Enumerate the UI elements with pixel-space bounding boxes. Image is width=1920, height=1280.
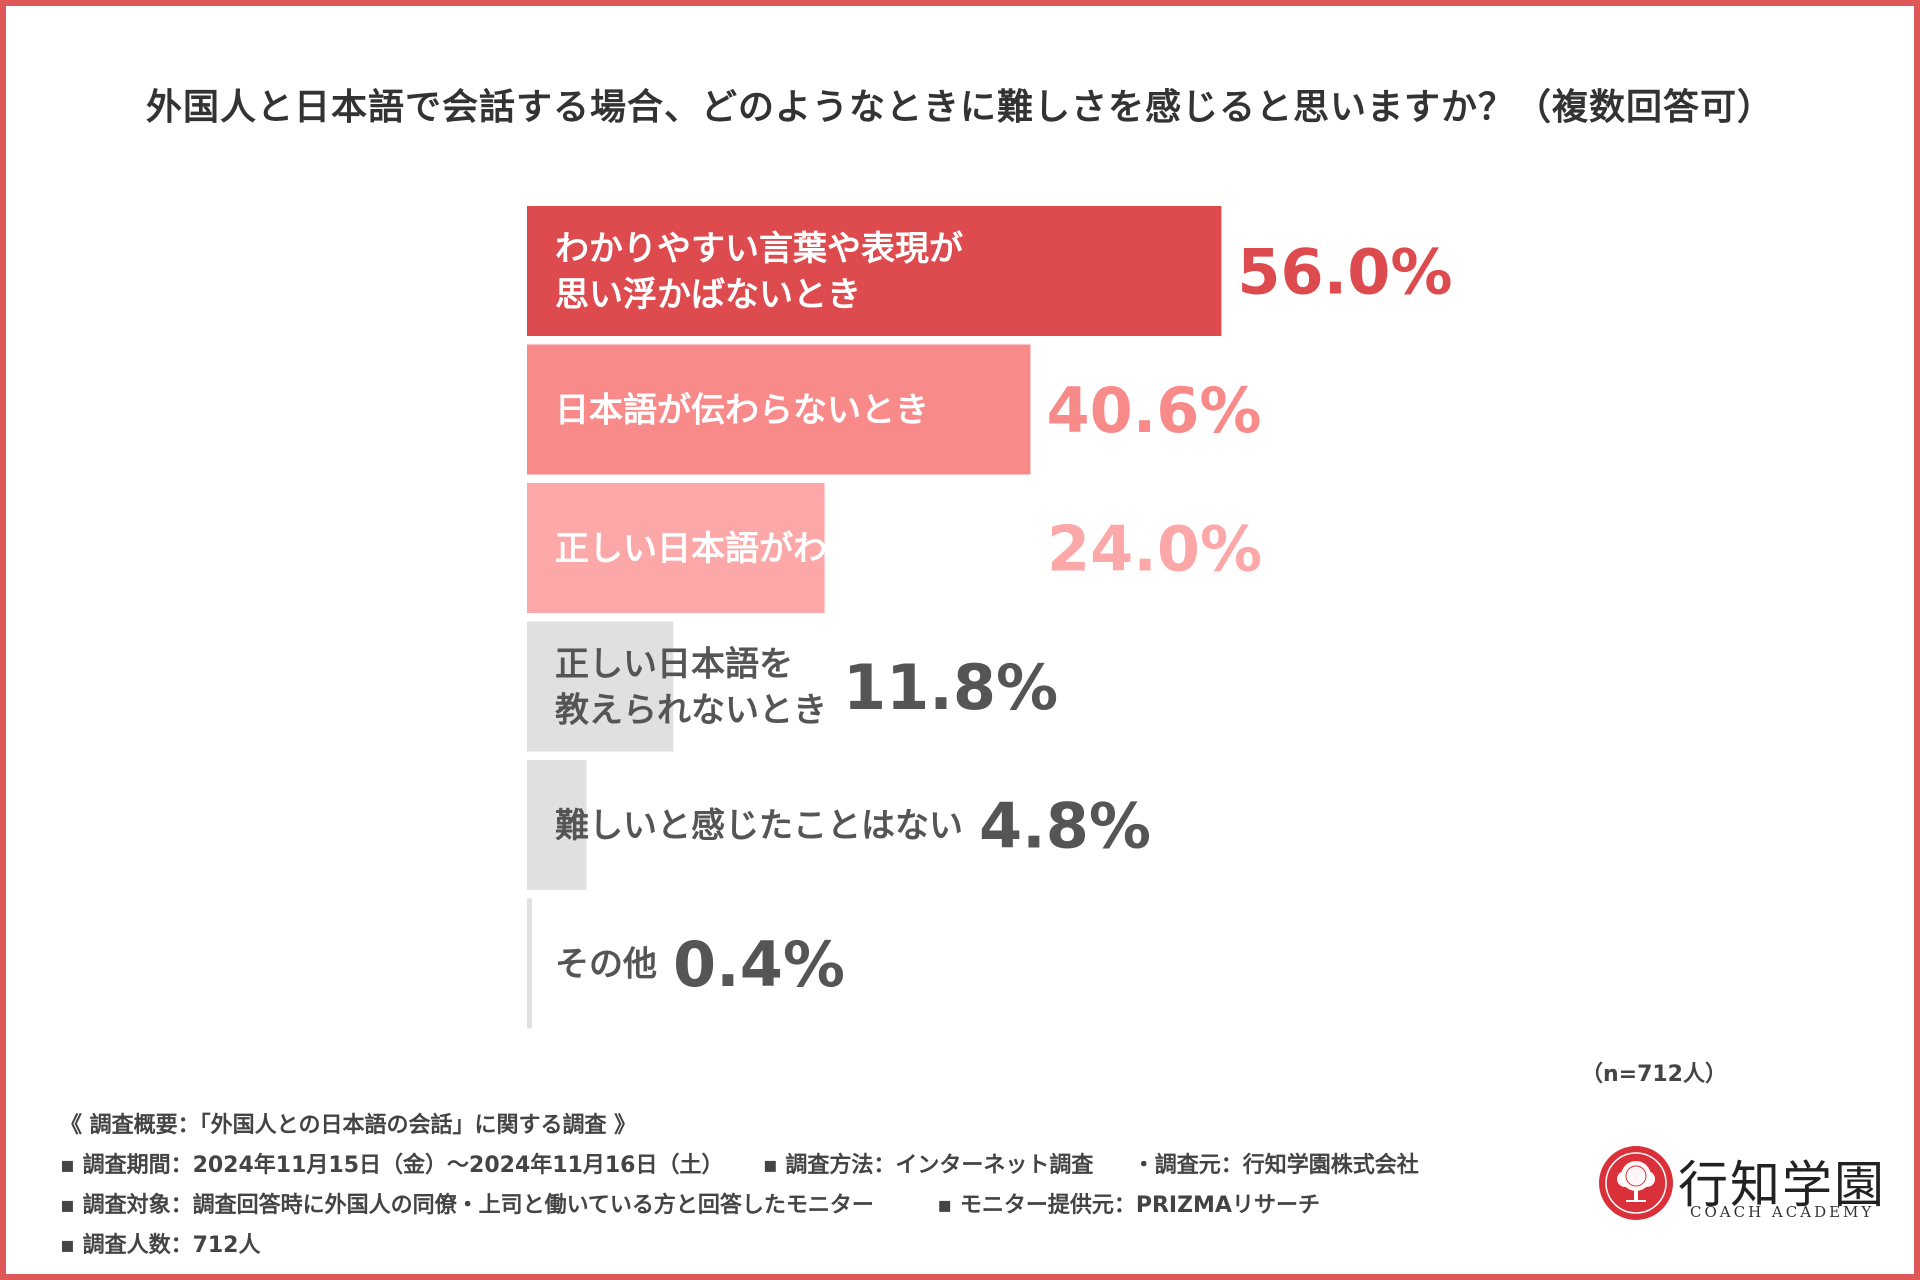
survey-line-2: ▪ 調査対象：調査回答時に外国人の同僚・上司と働いている方と回答したモニター ▪… bbox=[60, 1186, 1540, 1226]
category-label-2: 日本語が伝わらないとき bbox=[555, 391, 929, 431]
bar-6 bbox=[527, 898, 532, 1029]
sample-size-note: （n=712人） bbox=[1580, 1062, 1727, 1087]
survey-heading: 《 調査概要：「外国人との日本語の会話」に関する調査 》 bbox=[60, 1113, 637, 1138]
category-label-4: 正しい日本語を教えられないとき bbox=[555, 645, 827, 731]
logo-name: 行知学園 bbox=[1678, 1156, 1886, 1214]
value-label-5: 4.8% bbox=[979, 789, 1151, 862]
category-label-1: わかりやすい言葉や表現が思い浮かばないとき bbox=[555, 229, 963, 315]
survey-provider: ▪ モニター提供元：PRIZMAリサーチ bbox=[937, 1193, 1320, 1218]
value-label-3: 24.0% bbox=[1047, 512, 1262, 585]
value-label-1: 56.0% bbox=[1237, 235, 1452, 308]
survey-method: ▪ 調査方法：インターネット調査 bbox=[762, 1153, 1094, 1178]
page-title: 外国人と日本語で会話する場合、どのようなときに難しさを感じると思いますか？（複数… bbox=[145, 87, 1774, 128]
bar-4 bbox=[527, 621, 674, 752]
survey-period: ▪ 調査期間：2024年11月15日（金）～2024年11月16日（土） bbox=[60, 1153, 724, 1178]
bar-1 bbox=[527, 206, 1222, 336]
survey-target: ▪ 調査対象：調査回答時に外国人の同僚・上司と働いている方と回答したモニター bbox=[60, 1193, 874, 1218]
bar-3 bbox=[527, 483, 825, 613]
logo-subtitle: COACH ACADEMY bbox=[1690, 1203, 1875, 1221]
category-label-5: 難しいと感じたことはない bbox=[555, 806, 963, 846]
brand-logo: 行知学園 COACH ACADEMY bbox=[1596, 1143, 1886, 1223]
survey-count: ▪ 調査人数：712人 bbox=[60, 1233, 261, 1258]
survey-summary: 《 調査概要：「外国人との日本語の会話」に関する調査 》 ▪ 調査期間：2024… bbox=[60, 1106, 1540, 1266]
bar-5 bbox=[527, 760, 587, 890]
category-label-3: 正しい日本語がわからないとき bbox=[555, 529, 1031, 569]
value-label-6: 0.4% bbox=[673, 928, 845, 1001]
survey-source: ・調査元：行知学園株式会社 bbox=[1132, 1153, 1419, 1178]
survey-line-1: ▪ 調査期間：2024年11月15日（金）～2024年11月16日（土） ▪ 調… bbox=[60, 1146, 1540, 1186]
tree-seal-icon bbox=[1599, 1146, 1673, 1220]
value-label-2: 40.6% bbox=[1046, 374, 1261, 447]
value-label-4: 11.8% bbox=[843, 651, 1058, 724]
bar-2 bbox=[527, 344, 1031, 475]
category-label-6: その他 bbox=[555, 945, 657, 985]
